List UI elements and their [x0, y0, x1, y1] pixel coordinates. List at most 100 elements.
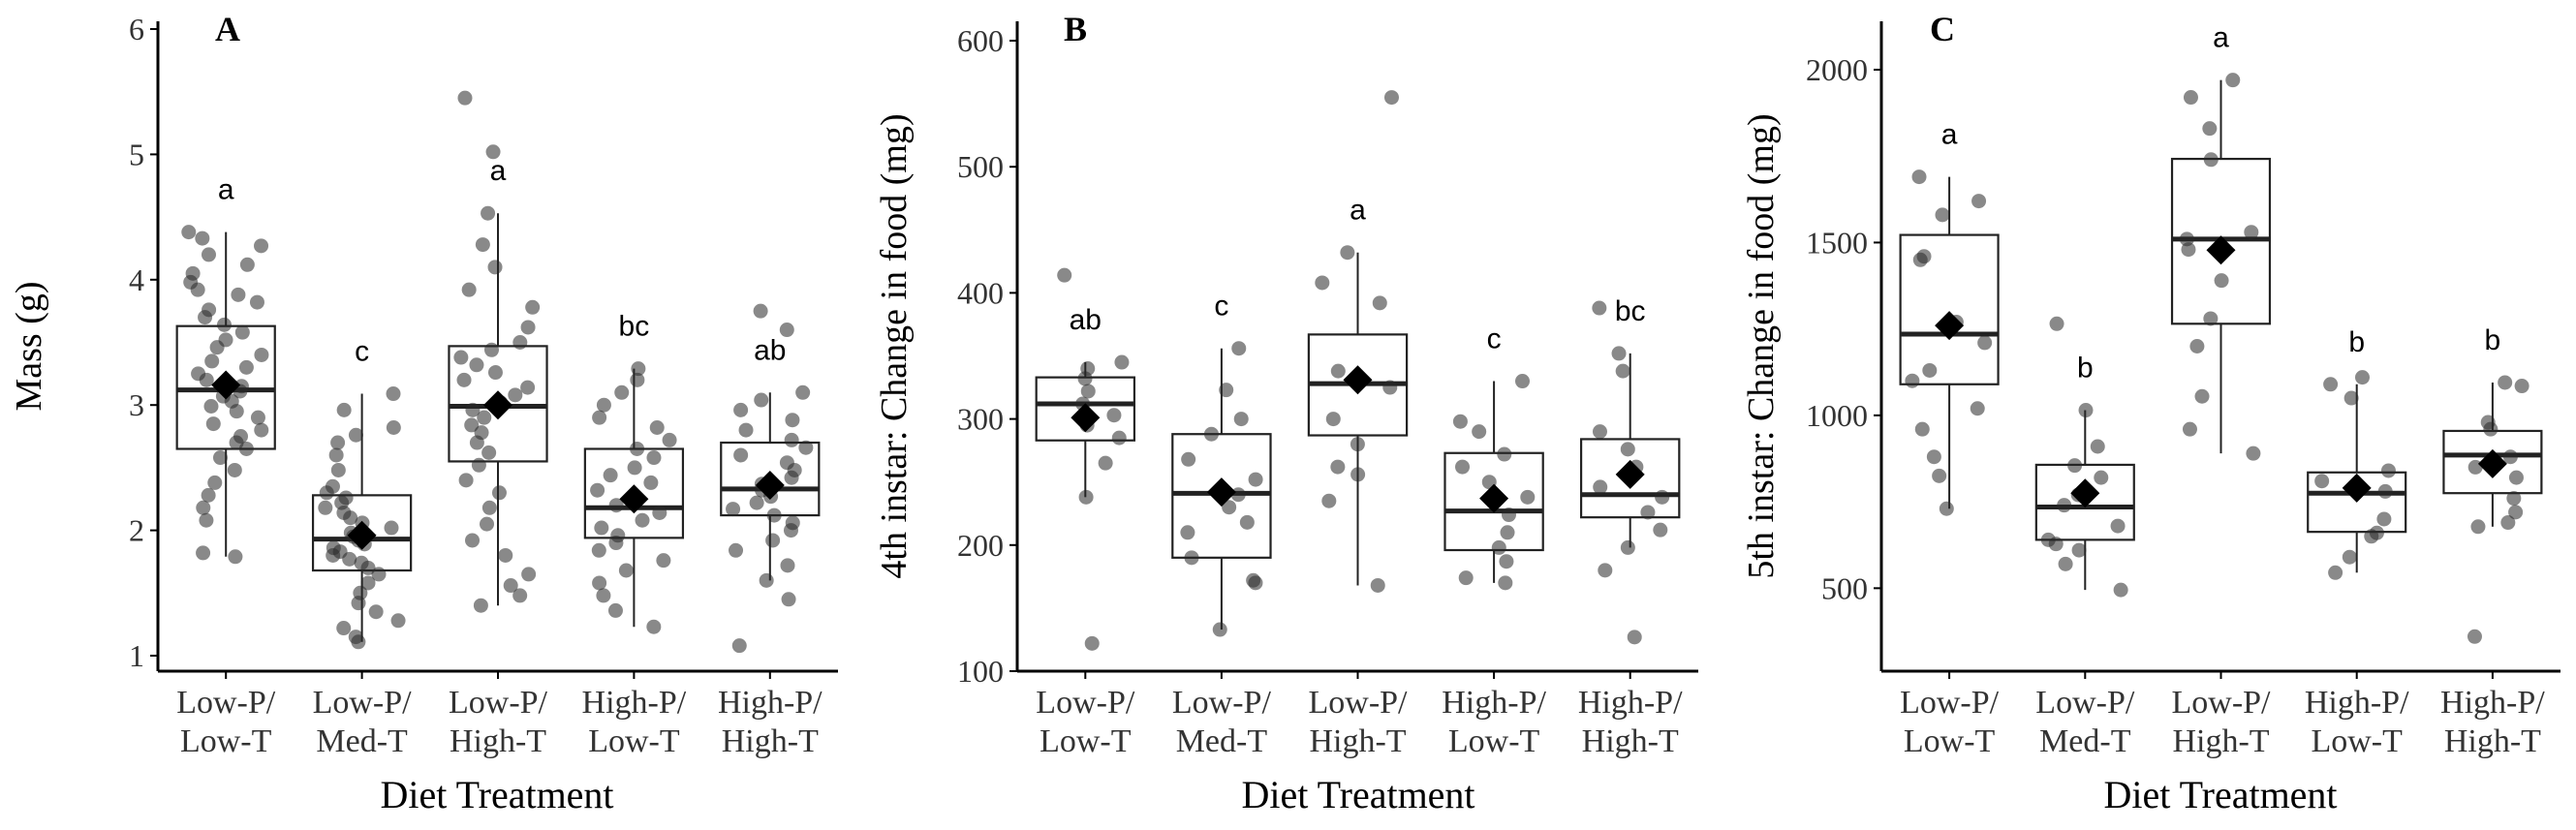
- data-point: [643, 475, 659, 490]
- data-point: [465, 533, 481, 548]
- data-point: [1181, 451, 1196, 467]
- x-tick-label: Med-T: [316, 723, 408, 759]
- significance-letter: bc: [1615, 295, 1646, 327]
- data-point: [652, 505, 667, 520]
- data-point: [1057, 267, 1072, 283]
- data-point: [1239, 514, 1255, 530]
- data-point: [2181, 242, 2196, 258]
- x-tick-label: High-T: [1309, 723, 1406, 759]
- significance-letter: c: [355, 336, 369, 368]
- data-point: [2467, 629, 2482, 644]
- data-point: [386, 386, 401, 402]
- significance-letter: a: [490, 155, 507, 187]
- data-point: [627, 460, 642, 476]
- x-tick-label: Low-T: [2311, 723, 2403, 759]
- data-point: [1905, 373, 1920, 388]
- data-point: [1977, 335, 1993, 351]
- data-point: [2498, 375, 2513, 390]
- box-group: a: [2170, 22, 2272, 461]
- mean-marker: [2070, 478, 2100, 508]
- data-point: [250, 410, 265, 425]
- data-point: [765, 533, 781, 548]
- data-point: [646, 450, 662, 466]
- significance-letter: a: [1941, 119, 1958, 151]
- data-point: [2314, 474, 2330, 489]
- data-point: [234, 324, 250, 340]
- data-point: [227, 462, 242, 477]
- panel-c: 500 1000 1500 2000 5th instar: Change in foo…: [1741, 10, 2560, 816]
- data-point: [390, 613, 406, 629]
- data-point: [753, 303, 768, 319]
- data-point: [1498, 575, 1513, 591]
- data-point: [330, 462, 346, 477]
- data-point: [205, 416, 221, 432]
- data-point: [2203, 311, 2219, 326]
- x-tick-label: Low-P/: [1036, 685, 1135, 721]
- data-point: [783, 523, 798, 538]
- data-point: [239, 257, 255, 272]
- y-tick-label: 300: [957, 402, 1004, 437]
- data-point: [477, 410, 492, 425]
- data-point: [483, 342, 499, 357]
- data-point: [784, 470, 799, 485]
- x-tick-label: Low-T: [588, 723, 680, 759]
- data-point: [456, 372, 472, 387]
- y-tick-label: 400: [957, 275, 1004, 310]
- box-group: a: [448, 90, 548, 613]
- significance-letter: c: [1214, 291, 1228, 323]
- data-point: [479, 516, 494, 532]
- data-point: [781, 592, 796, 607]
- data-point: [1627, 630, 1642, 645]
- data-point: [630, 372, 645, 387]
- data-point: [1592, 300, 1607, 316]
- data-point: [2514, 379, 2529, 394]
- data-point: [1111, 430, 1127, 446]
- x-tick-label: Low-P/: [2035, 685, 2135, 721]
- data-point: [726, 502, 741, 517]
- data-point: [2194, 388, 2210, 404]
- data-point: [336, 621, 352, 636]
- data-point: [1350, 437, 1365, 452]
- mean-marker: [2477, 448, 2507, 478]
- data-point: [749, 495, 764, 510]
- data-point: [1926, 449, 1941, 465]
- data-point: [1330, 459, 1346, 475]
- data-point: [1592, 424, 1607, 440]
- data-point: [662, 432, 677, 447]
- data-point: [458, 473, 474, 488]
- data-point: [318, 500, 333, 515]
- box-group: a: [1307, 90, 1409, 593]
- panel-a: 1 2 3 4 5 6 Mass (g) Diet Treatment Aa Low-P/Low-…: [9, 10, 838, 816]
- mean-marker: [1071, 403, 1101, 433]
- box-group: c: [1443, 323, 1544, 591]
- data-point: [199, 372, 214, 387]
- box-group: c: [1171, 291, 1272, 637]
- data-point: [330, 435, 346, 450]
- data-point: [1514, 374, 1530, 389]
- data-point: [2323, 377, 2339, 392]
- data-point: [319, 485, 334, 501]
- x-tick-label: Low-P/: [176, 685, 276, 721]
- data-point: [594, 520, 609, 536]
- data-point: [1219, 383, 1234, 398]
- data-point: [2067, 458, 2083, 474]
- data-point: [596, 588, 611, 603]
- data-point: [2246, 446, 2261, 461]
- data-point: [351, 634, 366, 650]
- box-group: a: [175, 174, 276, 565]
- data-point: [249, 294, 264, 310]
- data-point: [1330, 363, 1346, 379]
- x-tick-label: High-P/: [2305, 685, 2409, 721]
- significance-letter: b: [2348, 326, 2365, 358]
- mean-marker: [1479, 483, 1509, 513]
- box-group: ab: [1035, 267, 1136, 651]
- data-point: [729, 542, 744, 558]
- mean-marker: [1935, 311, 1965, 341]
- data-point: [1932, 468, 1947, 483]
- data-point: [592, 410, 607, 425]
- data-point: [2506, 491, 2522, 507]
- data-point: [646, 619, 662, 634]
- data-point: [1098, 455, 1113, 471]
- data-point: [498, 547, 513, 563]
